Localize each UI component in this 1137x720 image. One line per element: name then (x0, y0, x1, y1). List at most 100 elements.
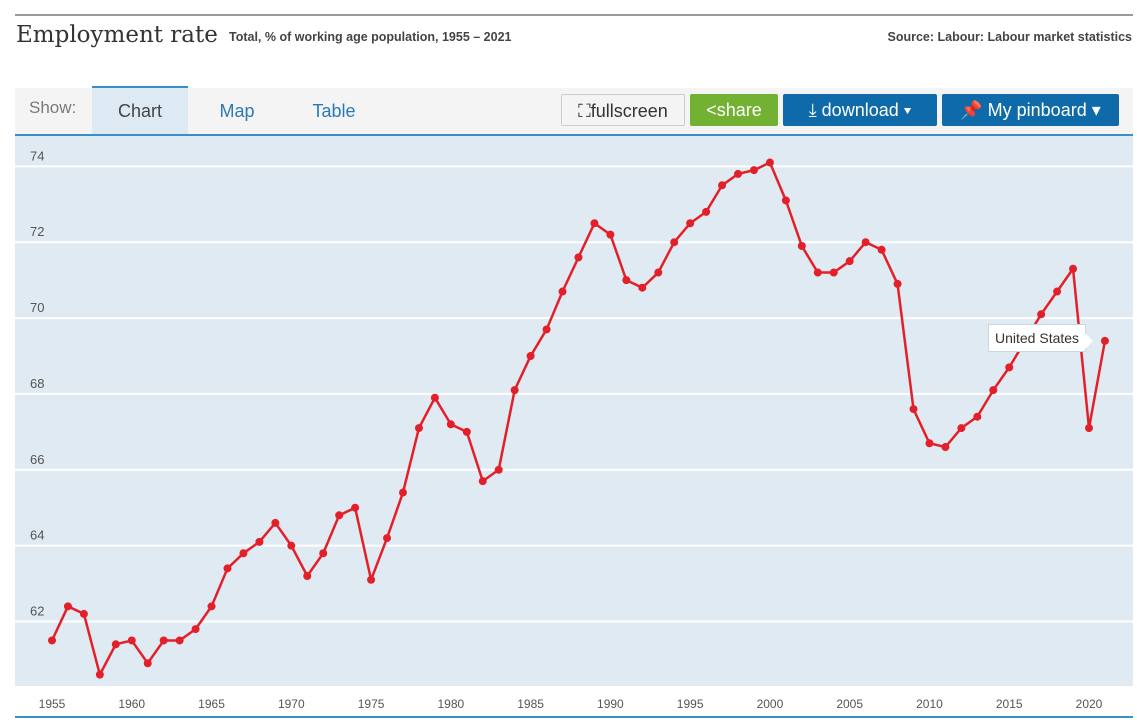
show-label: Show: (29, 98, 77, 117)
data-point (829, 268, 838, 277)
data-point (383, 534, 392, 543)
data-point (877, 245, 886, 254)
data-point (925, 439, 934, 448)
data-point (446, 420, 455, 429)
data-point (111, 640, 120, 649)
data-point (271, 518, 280, 527)
data-point (48, 636, 56, 645)
download-button[interactable]: ⤓ download ▾ (783, 94, 937, 126)
data-point (558, 287, 567, 296)
data-point (590, 219, 599, 228)
data-point (127, 636, 136, 645)
data-point (973, 412, 982, 421)
x-tick-label: 1990 (597, 697, 624, 711)
fullscreen-button[interactable]: ⛶fullscreen (561, 94, 685, 126)
tab-map[interactable]: Map (219, 101, 255, 121)
data-point (462, 427, 471, 436)
top-divider (15, 14, 1133, 16)
data-point (303, 572, 312, 580)
chart-subtitle: Total, % of working age population, 1955… (229, 30, 512, 44)
data-point (414, 424, 423, 433)
data-point (670, 238, 679, 247)
tab-chart[interactable]: Chart (92, 86, 188, 134)
data-point (574, 253, 583, 262)
series-tooltip: United States (988, 324, 1094, 352)
page-title: Employment rate (16, 22, 218, 48)
tab-table[interactable]: Table (312, 101, 356, 121)
data-point (989, 386, 998, 395)
data-point (718, 181, 727, 190)
data-point (398, 488, 407, 497)
x-tick-label: 1970 (278, 697, 305, 711)
data-point (749, 166, 758, 175)
data-point (654, 268, 663, 277)
y-tick-label: 68 (30, 376, 44, 391)
toolbar: Show: Chart Map Table ⛶fullscreen <share… (15, 86, 1133, 136)
data-point (606, 230, 615, 239)
data-point (79, 609, 88, 618)
data-point (542, 325, 551, 334)
data-point (957, 424, 966, 433)
x-tick-label: 2010 (916, 697, 943, 711)
data-point (797, 242, 806, 250)
data-point (622, 276, 631, 285)
data-point (175, 636, 184, 645)
x-tick-label: 2005 (836, 697, 863, 711)
data-point (223, 564, 232, 573)
data-point (191, 625, 200, 634)
x-tick-label: 1980 (437, 697, 464, 711)
data-point (734, 169, 743, 178)
data-point (351, 503, 360, 512)
data-point (526, 352, 535, 360)
y-tick-label: 66 (30, 452, 44, 467)
data-point (1085, 424, 1093, 433)
expand-icon: ⛶ (578, 101, 591, 121)
y-tick-label: 72 (30, 224, 44, 239)
download-icon: ⤓ (808, 100, 822, 120)
data-point (1053, 287, 1062, 296)
y-tick-label: 74 (30, 148, 44, 163)
data-point (638, 283, 647, 292)
data-point (239, 549, 248, 558)
data-point (143, 659, 152, 668)
data-point (781, 196, 790, 205)
data-point (255, 537, 264, 546)
data-point (1037, 310, 1046, 319)
data-point (1100, 336, 1109, 345)
pinboard-button[interactable]: 📌 My pinboard ▾ (942, 94, 1119, 126)
x-tick-label: 2020 (1076, 697, 1103, 711)
data-point (861, 238, 870, 247)
data-point (319, 549, 328, 558)
data-point (335, 511, 344, 520)
x-tick-label: 1995 (677, 697, 704, 711)
data-point (909, 405, 918, 414)
pin-icon: 📌 (960, 100, 988, 120)
x-tick-label: 1965 (198, 697, 225, 711)
data-point (1005, 363, 1014, 372)
y-tick-label: 64 (30, 528, 44, 543)
x-tick-label: 1975 (358, 697, 385, 711)
x-tick-label: 1955 (39, 697, 66, 711)
data-point (367, 575, 376, 584)
data-point (207, 602, 216, 611)
y-tick-label: 62 (30, 604, 44, 619)
data-point (95, 670, 104, 679)
x-tick-label: 2015 (996, 697, 1023, 711)
share-button[interactable]: <share (690, 94, 778, 126)
data-point (813, 268, 822, 277)
y-tick-label: 70 (30, 300, 44, 315)
x-tick-label: 1985 (517, 697, 544, 711)
x-tick-label: 1960 (118, 697, 145, 711)
x-tick-label: 2000 (757, 697, 784, 711)
data-point (941, 443, 950, 452)
data-point (893, 279, 902, 288)
data-point (63, 602, 72, 611)
data-point (702, 207, 711, 216)
data-point (430, 393, 439, 402)
source-link[interactable]: Source: Labour: Labour market statistics (887, 30, 1132, 44)
data-point (510, 386, 519, 395)
data-point (478, 477, 487, 486)
data-point (1069, 264, 1078, 273)
data-point (494, 465, 503, 474)
